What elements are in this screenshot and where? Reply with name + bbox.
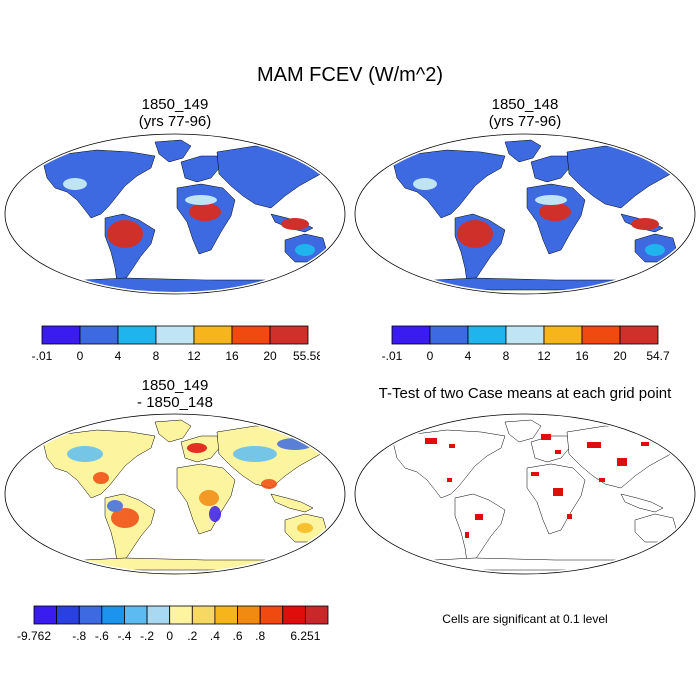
case1-colorbar-label: 16: [225, 349, 239, 362]
colorbar-diff: -9.762 -.8 -.6 -.4 -.2 0 .2 .4 .6 .8 6.251: [17, 605, 329, 642]
colorbar-case2: -.01 0 4 8 12 16 20 54.7: [382, 325, 670, 362]
map-case2: [354, 133, 696, 295]
diff-colorbar-label: .8: [255, 629, 265, 642]
diff-colorbar-box: [169, 605, 193, 625]
case1-colorbar-label: -.01: [32, 349, 53, 362]
case2-colorbar-box: [543, 325, 583, 345]
case1-colorbar-box: [117, 325, 157, 345]
case1-colorbar-label: 0: [77, 349, 84, 362]
diff-colorbar-label: .6: [233, 629, 243, 642]
sahara-region: [185, 195, 217, 205]
panel3-title: 1850_149: [141, 377, 209, 394]
panel2-title: 1850_148: [491, 96, 559, 113]
colorbar-case1: -.01 0 4 8 12 16 20 55.58: [32, 325, 320, 362]
na-west-region: [63, 178, 87, 190]
diff-colorbar-box: [191, 605, 216, 625]
case1-colorbar-box: [155, 325, 195, 345]
case2-colorbar-label: 0: [427, 349, 434, 362]
panel4-title: T-Test of two Case means at each grid po…: [378, 385, 672, 402]
amazon-hotspot: [107, 220, 143, 248]
diff-colorbar-box: [146, 605, 171, 625]
diff-colorbar-label: -.2: [140, 629, 154, 642]
case2-colorbar-box: [581, 325, 621, 345]
map-case1: [4, 133, 346, 295]
case2-colorbar-box: [505, 325, 545, 345]
case2-colorbar-label: -.01: [382, 349, 403, 362]
case1-colorbar-label: 12: [187, 349, 201, 362]
case1-colorbar-box: [231, 325, 271, 345]
case2-colorbar-label: 54.7: [646, 349, 670, 362]
diff-colorbar-label: -.8: [72, 629, 86, 642]
map-diff: [4, 413, 346, 575]
case1-colorbar-box: [79, 325, 119, 345]
congo-hotspot: [189, 203, 221, 221]
panel2-subtitle: (yrs 77-96): [488, 113, 562, 130]
panel-title-case2: 1850_148 (yrs 77-96): [370, 96, 680, 130]
diff-colorbar-box: [214, 605, 238, 625]
case1-colorbar-label: 4: [115, 349, 122, 362]
diff-colorbar-label: .2: [187, 629, 197, 642]
significant-cells: [425, 434, 649, 538]
case2-colorbar-label: 12: [537, 349, 551, 362]
panel-title-ttest: T-Test of two Case means at each grid po…: [350, 385, 700, 402]
case2-colorbar-box: [429, 325, 469, 345]
diff-colorbar-box: [237, 605, 261, 625]
case1-colorbar-box: [269, 325, 309, 345]
diff-colorbar-box: [304, 605, 329, 625]
case2-colorbar-label: 20: [613, 349, 627, 362]
diff-colorbar-label: .4: [210, 629, 220, 642]
case1-colorbar-box: [41, 325, 81, 345]
diff-colorbar-label: -9.762: [17, 629, 51, 642]
case2-colorbar-box: [467, 325, 507, 345]
diff-colorbar-label: -.6: [95, 629, 109, 642]
diff-speckle: [67, 438, 313, 533]
panel1-title: 1850_149: [141, 96, 209, 113]
ttest-note: Cells are significant at 0.1 level: [442, 612, 608, 626]
case1-colorbar-label: 8: [153, 349, 160, 362]
case2-colorbar-label: 8: [503, 349, 510, 362]
diff-colorbar-box: [101, 605, 125, 625]
diff-colorbar-label: 0: [166, 629, 173, 642]
australia-region: [295, 244, 315, 256]
case2-colorbar-label: 16: [575, 349, 589, 362]
map-ttest: [354, 413, 696, 575]
panel-title-case1: 1850_149 (yrs 77-96): [20, 96, 330, 130]
panel3-subtitle: - 1850_148: [137, 394, 213, 411]
diff-colorbar-box: [259, 605, 284, 625]
diff-colorbar-box: [282, 605, 306, 625]
case2-colorbar-box: [619, 325, 659, 345]
maritime-hotspot: [281, 218, 309, 230]
diff-colorbar-box: [33, 605, 58, 625]
panel-title-diff: 1850_149 - 1850_148: [20, 377, 330, 411]
panel1-subtitle: (yrs 77-96): [138, 113, 212, 130]
case2-colorbar-label: 4: [465, 349, 472, 362]
case1-colorbar-box: [193, 325, 233, 345]
diff-colorbar-box: [56, 605, 80, 625]
case1-colorbar-label: 20: [263, 349, 277, 362]
diff-colorbar-label: 6.251: [290, 629, 320, 642]
diff-colorbar-label: -.4: [117, 629, 131, 642]
figure-title: MAM FCEV (W/m^2): [256, 64, 444, 86]
case2-colorbar-box: [391, 325, 431, 345]
diff-colorbar-box: [78, 605, 103, 625]
diff-colorbar-box: [124, 605, 148, 625]
case1-colorbar-label: 55.58: [293, 349, 320, 362]
